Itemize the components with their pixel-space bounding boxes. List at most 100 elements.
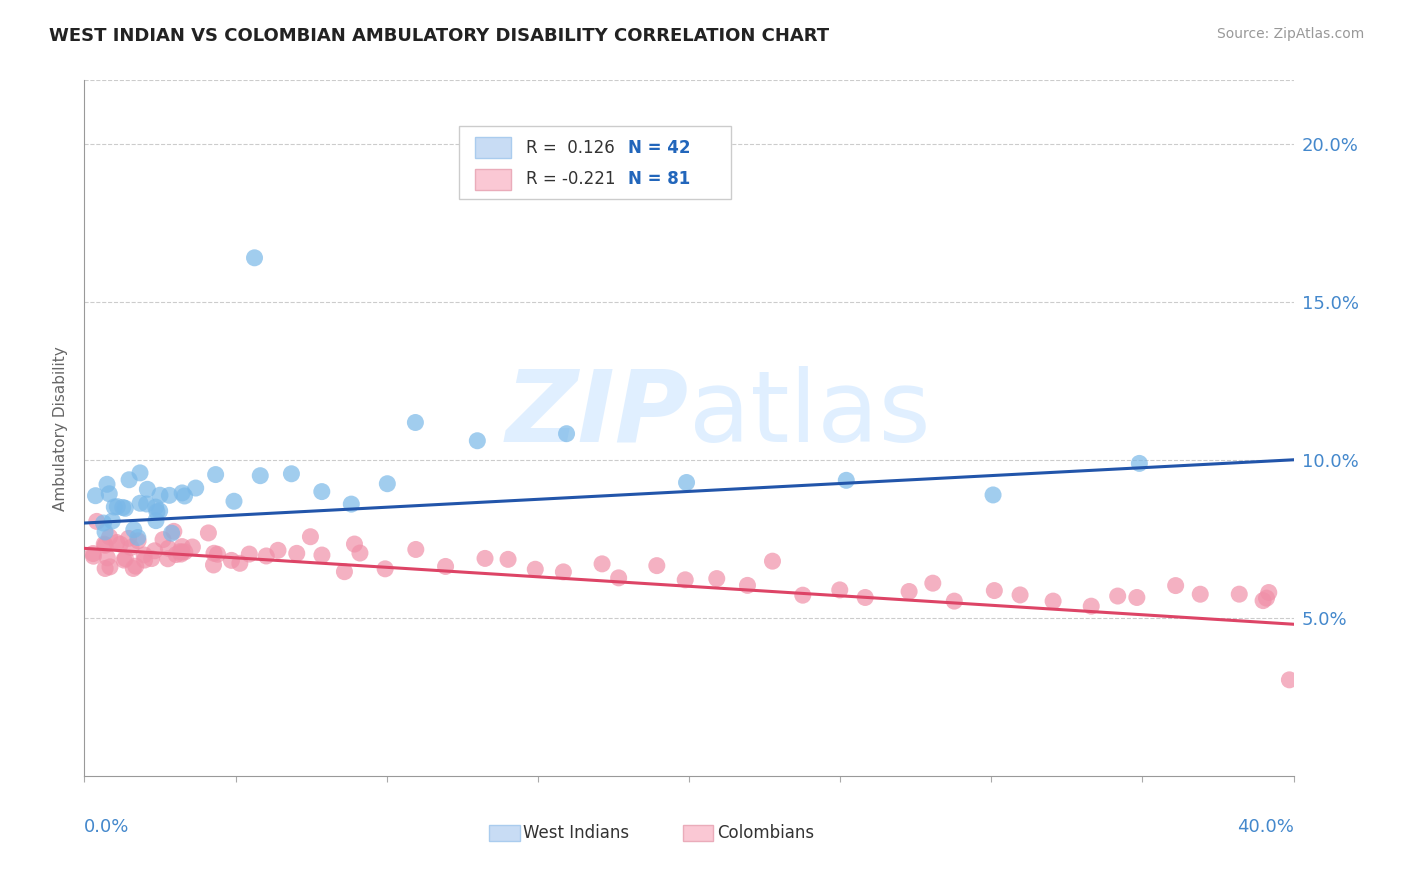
Point (673, 573, 696, 587)
Point (474, 551, 496, 566)
Point (1189, 587, 1212, 601)
Point (117, 532, 139, 546)
Point (792, 588, 814, 602)
Point (114, 501, 136, 516)
Point (114, 551, 136, 566)
Point (349, 546, 371, 560)
Point (238, 547, 260, 561)
Point (706, 572, 728, 586)
Point (222, 494, 245, 508)
Text: R = -0.221: R = -0.221 (526, 170, 616, 188)
Point (129, 466, 152, 480)
Point (591, 557, 613, 571)
Point (280, 467, 302, 481)
Point (82, 549, 104, 564)
Text: West Indians: West Indians (523, 824, 630, 842)
Text: Colombians: Colombians (717, 824, 814, 842)
Text: 40.0%: 40.0% (1237, 818, 1294, 836)
Point (96, 477, 118, 491)
Point (94, 538, 117, 552)
Point (221, 553, 243, 567)
Point (1126, 591, 1149, 605)
Point (254, 549, 277, 563)
Text: ZIP: ZIP (506, 366, 689, 463)
Point (311, 484, 333, 499)
Point (921, 576, 943, 591)
Point (524, 562, 547, 576)
Point (125, 559, 148, 574)
Point (375, 476, 398, 491)
Point (1107, 589, 1129, 603)
Point (607, 571, 630, 585)
Point (149, 488, 172, 502)
Point (202, 546, 225, 560)
Point (110, 537, 132, 551)
Point (141, 551, 163, 566)
Point (202, 558, 225, 572)
Point (1257, 585, 1279, 599)
Point (1278, 673, 1301, 687)
Point (828, 582, 851, 597)
Point (157, 541, 180, 556)
Point (129, 496, 152, 510)
Point (111, 500, 134, 515)
Point (555, 426, 578, 441)
Point (94, 524, 117, 539)
Point (122, 523, 145, 537)
Point (112, 553, 135, 567)
Text: WEST INDIAN VS COLOMBIAN AMBULATORY DISABILITY CORRELATION CHART: WEST INDIAN VS COLOMBIAN AMBULATORY DISA… (49, 27, 830, 45)
Point (143, 543, 166, 558)
Point (156, 551, 179, 566)
Text: N = 81: N = 81 (628, 170, 690, 188)
Point (84, 489, 107, 503)
Point (93, 537, 115, 551)
Point (98, 487, 121, 501)
Point (135, 497, 157, 511)
Point (835, 473, 858, 487)
Point (145, 500, 167, 514)
Point (496, 552, 519, 566)
Point (157, 488, 180, 502)
Point (853, 591, 876, 605)
Point (184, 481, 207, 495)
Text: 0.0%: 0.0% (84, 818, 129, 836)
Point (146, 505, 169, 519)
Point (405, 542, 427, 557)
Point (173, 545, 195, 559)
Point (465, 434, 488, 448)
Point (163, 524, 186, 539)
Point (98, 530, 121, 544)
Point (197, 525, 219, 540)
Point (943, 594, 966, 608)
Point (122, 561, 145, 575)
Point (285, 546, 308, 560)
Text: Source: ZipAtlas.com: Source: ZipAtlas.com (1216, 27, 1364, 41)
Point (675, 475, 697, 490)
Text: N = 42: N = 42 (628, 139, 690, 157)
Point (343, 537, 366, 551)
Point (93, 516, 115, 530)
FancyBboxPatch shape (460, 126, 731, 199)
Point (149, 504, 172, 518)
Point (103, 500, 125, 514)
Point (553, 565, 575, 579)
Point (96, 550, 118, 565)
Point (172, 486, 194, 500)
Point (1128, 457, 1150, 471)
Point (127, 533, 149, 548)
Point (374, 562, 396, 576)
Point (170, 547, 193, 561)
Point (160, 526, 183, 541)
Point (101, 514, 124, 528)
Point (898, 584, 921, 599)
Point (98, 559, 121, 574)
Point (404, 416, 426, 430)
Point (120, 541, 142, 555)
FancyBboxPatch shape (683, 825, 713, 841)
Point (172, 540, 194, 554)
Point (173, 489, 195, 503)
Point (165, 548, 187, 562)
Point (118, 473, 141, 487)
Point (207, 547, 229, 561)
Point (267, 543, 290, 558)
